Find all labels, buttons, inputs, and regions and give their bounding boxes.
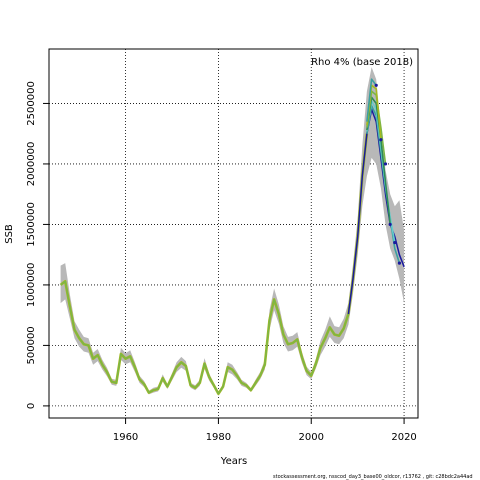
series-endpoint-2016 [383,162,388,166]
y-tick-label-2500000: 2500000 [26,81,37,126]
x-tick-label-1980: 1980 [206,432,231,443]
series-endpoint-2015 [379,138,383,142]
series-line-overlay-inner [60,133,368,395]
x-tick-label-2000: 2000 [299,432,324,443]
y-tick-label-1500000: 1500000 [26,202,37,247]
series-lines [59,78,405,396]
y-tick-label-500000: 500000 [26,326,37,364]
y-tick-label-0: 0 [26,403,37,409]
y-tick-label-2000000: 2000000 [26,142,37,187]
x-tick-label-2020: 2020 [391,432,416,443]
series-endpoint-2019 [397,261,402,265]
y-axis: 0 500000 1000000 1500000 2000000 2500000 [26,81,49,409]
series-endpoint-2014 [374,83,378,87]
y-tick-label-1000000: 1000000 [26,263,37,308]
grid-lines [49,49,418,418]
series-line-peel-2014 [366,78,377,122]
x-axis: 1960 1980 2000 2020 [113,418,417,443]
x-axis-label: Years [220,456,247,467]
series-line-overlay [59,133,369,396]
plot-frame [48,48,419,419]
footer-caption: stockassessment.org, nsscod_day3_base00_… [273,474,473,480]
confidence-band [60,67,405,396]
series-endpoint-2017 [388,222,392,227]
x-tick-label-1960: 1960 [113,432,138,443]
series-endpoint-2018 [393,240,397,245]
chart-annotation: Rho 4% (base 2018) [311,57,413,68]
y-axis-label: SSB [4,224,15,244]
